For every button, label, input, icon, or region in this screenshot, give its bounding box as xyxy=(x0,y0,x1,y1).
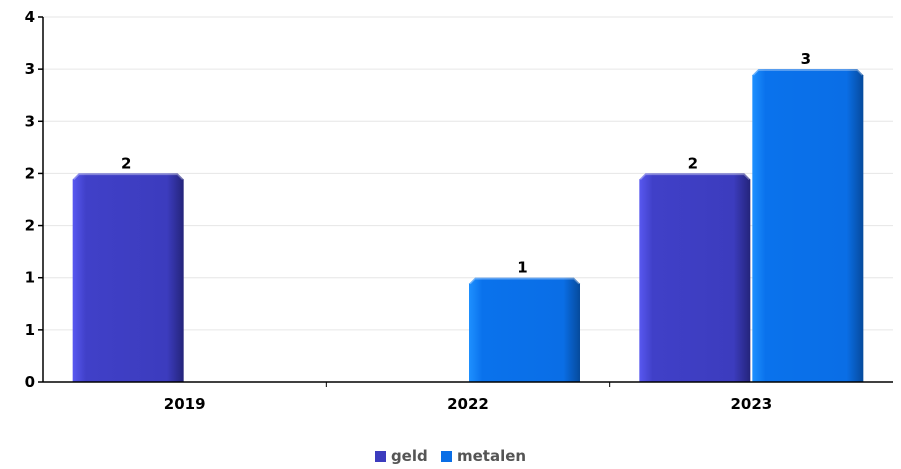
labels: 0 1 1 2 2 3 3 4 2019 2022 2023 2 2 1 3 xyxy=(25,8,811,413)
legend-label-metalen: metalen xyxy=(456,447,527,465)
y-tick-label: 3 xyxy=(25,112,35,130)
y-tick-label: 1 xyxy=(25,321,35,339)
x-tick-label: 2023 xyxy=(730,395,772,413)
bar-geld-2019 xyxy=(72,173,184,382)
bar-highlight xyxy=(752,69,863,76)
bar-metalen-2022 xyxy=(469,277,580,382)
x-tick-label: 2019 xyxy=(164,395,206,413)
legend: geld metalen xyxy=(0,447,901,465)
data-label: 1 xyxy=(517,259,527,277)
data-label: 3 xyxy=(801,50,811,68)
y-tick-label: 0 xyxy=(25,373,35,391)
bar-highlight xyxy=(469,277,580,285)
legend-item-metalen[interactable]: metalen xyxy=(440,447,527,465)
bars xyxy=(72,69,864,383)
bar-metalen-2023 xyxy=(752,69,864,383)
bar-highlight xyxy=(73,173,184,180)
bar-highlight xyxy=(639,173,750,180)
y-tick-label: 3 xyxy=(25,60,35,78)
y-tick-label: 1 xyxy=(25,269,35,287)
y-tick-label: 4 xyxy=(25,8,35,26)
legend-swatch-geld xyxy=(374,451,386,462)
data-label: 2 xyxy=(121,154,131,172)
x-tick-label: 2022 xyxy=(447,395,489,413)
gridlines xyxy=(43,16,893,331)
y-tick-label: 2 xyxy=(25,217,35,235)
legend-swatch-metalen xyxy=(440,451,452,462)
bar-geld-2023 xyxy=(639,173,751,382)
legend-item-geld[interactable]: geld xyxy=(374,447,428,465)
y-tick-label: 2 xyxy=(25,164,35,182)
data-label: 2 xyxy=(688,154,698,172)
axes xyxy=(38,16,893,387)
legend-label-geld: geld xyxy=(390,447,428,465)
